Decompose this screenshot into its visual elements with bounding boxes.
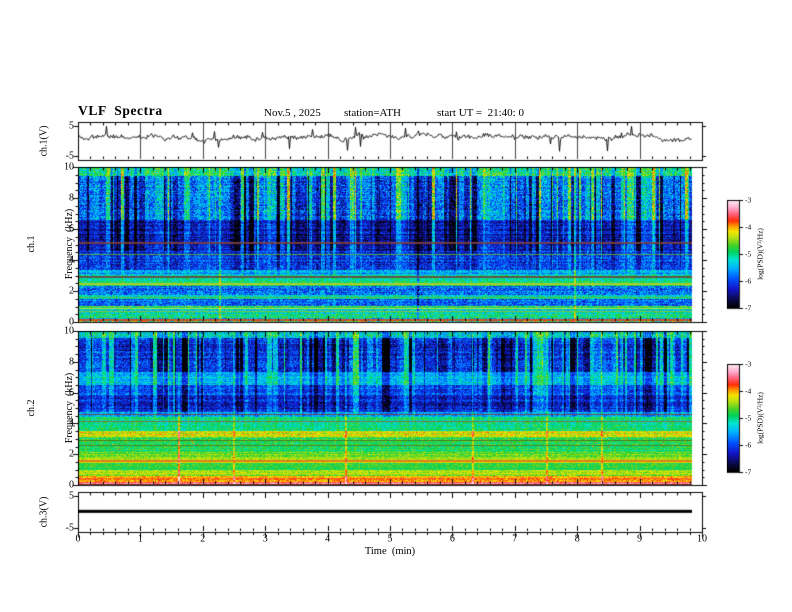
x-tick-label: 10 — [697, 533, 707, 545]
freq-tick-label: 0 — [69, 479, 74, 491]
ch2-spectrogram-canvas — [78, 331, 702, 485]
x-tick-label: 0 — [75, 533, 81, 545]
colorbar-tick-label: -7 — [745, 303, 752, 313]
x-tick-label: 9 — [637, 533, 643, 545]
axis-label-line: ch.2 — [26, 399, 37, 417]
colorbar-tick-label: -7 — [745, 467, 752, 477]
freq-tick-label: 4 — [69, 417, 74, 429]
colorbar-tick-label: -5 — [745, 413, 752, 423]
ch1-frequency-axis-label: ch.1 Frequency (kHz) — [1, 209, 101, 280]
colorbar-tick-label: -4 — [745, 222, 752, 232]
freq-tick-label: 8 — [69, 356, 74, 368]
voltage-tick-label: 5 — [69, 120, 74, 132]
freq-tick-label: 6 — [69, 387, 74, 399]
x-tick-label: 4 — [325, 533, 331, 545]
axis-label-line: Frequency (kHz) — [63, 208, 75, 280]
colorbar-tick-label: -3 — [745, 359, 752, 369]
freq-tick-label: 2 — [69, 285, 74, 297]
x-tick-label: 1 — [137, 533, 143, 545]
date-label: Nov.5 , 2025 — [264, 107, 321, 119]
colorbar1-gradient — [727, 200, 739, 308]
x-tick-label: 2 — [200, 533, 206, 545]
colorbar1-label: log(PSD)(V²/Hz) — [755, 228, 765, 280]
ch3-voltage-axis-label: ch.3(V) — [38, 496, 50, 528]
ch1-spectrogram-canvas — [78, 167, 702, 322]
ch1-voltage-axis-label: ch.1(V) — [38, 125, 50, 157]
freq-tick-label: 10 — [64, 325, 74, 337]
colorbar-tick-label: -6 — [745, 276, 752, 286]
ch3-waveform-canvas — [78, 492, 702, 532]
freq-tick-label: 8 — [69, 192, 74, 204]
ch2-frequency-axis-label: ch.2 Frequency (kHz) — [1, 373, 101, 444]
x-tick-label: 8 — [574, 533, 580, 545]
x-tick-label: 6 — [449, 533, 455, 545]
x-axis-label: Time (min) — [364, 546, 416, 557]
voltage-tick-label: 5 — [69, 490, 74, 502]
start-ut-label: start UT = 21:40: 0 — [437, 107, 524, 119]
x-tick-label: 3 — [262, 533, 268, 545]
colorbar-tick-label: -4 — [745, 386, 752, 396]
freq-tick-label: 6 — [69, 223, 74, 235]
colorbar-tick-label: -6 — [745, 440, 752, 450]
axis-label-line: Frequency (kHz) — [63, 372, 75, 444]
colorbar-tick-label: -5 — [745, 249, 752, 259]
axis-label-line: ch.1 — [26, 235, 37, 253]
station-label: station=ATH — [344, 107, 401, 119]
freq-tick-label: 10 — [64, 161, 74, 173]
ch1-waveform-canvas — [78, 122, 702, 160]
freq-tick-label: 2 — [69, 448, 74, 460]
colorbar2-label: log(PSD)(V²/Hz) — [755, 392, 765, 444]
plot-title: VLF Spectra — [78, 103, 163, 118]
colorbar2-gradient — [727, 364, 739, 472]
x-tick-label: 5 — [387, 533, 393, 545]
voltage-tick-label: -5 — [65, 150, 74, 162]
voltage-tick-label: -5 — [65, 522, 74, 534]
freq-tick-label: 4 — [69, 254, 74, 266]
x-tick-label: 7 — [512, 533, 518, 545]
colorbar-tick-label: -3 — [745, 195, 752, 205]
